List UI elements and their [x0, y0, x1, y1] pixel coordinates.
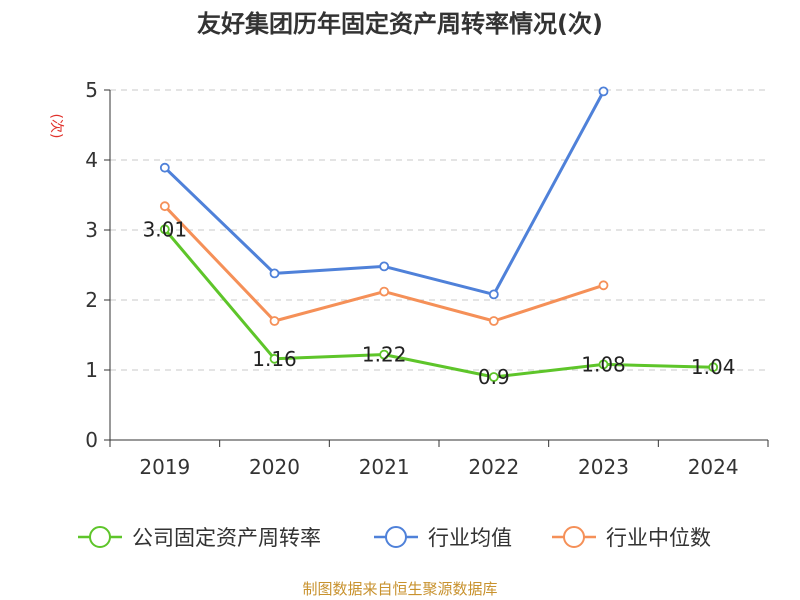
data-point	[159, 224, 170, 235]
chart-title: 友好集团历年固定资产周转率情况(次)	[197, 10, 603, 38]
legend-swatch-marker	[385, 526, 407, 548]
data-point	[488, 316, 499, 326]
series-layer	[159, 86, 719, 382]
data-label: 1.22	[362, 343, 407, 367]
legend-swatch-marker	[563, 526, 585, 548]
legend-label: 行业均值	[428, 526, 512, 550]
x-tick-label: 2024	[688, 455, 739, 479]
x-tick-label: 2022	[468, 455, 519, 479]
legend: 公司固定资产周转率 行业均值 行业中位数	[78, 526, 711, 550]
data-label: 0.9	[478, 365, 510, 389]
y-axis-label: (次)	[48, 114, 64, 139]
legend-item: 行业均值	[374, 526, 512, 550]
data-point	[488, 289, 499, 300]
data-point	[488, 372, 499, 382]
y-tick-label: 3	[85, 218, 98, 242]
data-point	[598, 280, 609, 291]
x-tick-label: 2023	[578, 455, 629, 479]
data-point	[159, 162, 170, 173]
legend-item: 行业中位数	[552, 526, 711, 550]
data-point	[379, 286, 390, 297]
y-tick-label: 0	[85, 428, 98, 452]
data-label: 1.16	[252, 347, 297, 371]
data-point	[598, 359, 609, 370]
data-point	[379, 261, 390, 272]
y-tick-label: 2	[85, 288, 98, 312]
grid-lines	[110, 89, 768, 371]
data-point	[598, 86, 609, 97]
legend-label: 行业中位数	[606, 526, 711, 550]
data-label: 1.04	[691, 355, 736, 379]
data-point	[269, 268, 280, 279]
data-point	[159, 201, 170, 212]
x-tick-label: 2021	[359, 455, 410, 479]
data-label: 1.08	[581, 352, 626, 376]
x-tick-label: 2020	[249, 455, 300, 479]
legend-item: 公司固定资产周转率	[78, 526, 321, 550]
y-tick-label: 4	[85, 148, 98, 172]
y-tick-label: 5	[85, 78, 98, 102]
legend-label: 公司固定资产周转率	[132, 526, 321, 550]
data-point	[708, 362, 719, 373]
tick-labels: 0 1 2 3 4 5 2019 2020 2021 2022 2023 2024	[85, 78, 738, 479]
x-tick-label: 2019	[139, 455, 190, 479]
data-point	[269, 353, 280, 364]
legend-swatch-marker	[89, 526, 111, 548]
data-point	[269, 316, 280, 326]
data-point	[379, 349, 390, 360]
y-tick-label: 1	[85, 358, 98, 382]
data-label: 3.01	[143, 217, 188, 241]
data-labels: 3.01 1.16 1.22 0.9 1.08 1.04	[143, 217, 736, 389]
series-line	[163, 228, 714, 379]
axes	[104, 89, 769, 447]
source-note: 制图数据来自恒生聚源数据库	[302, 580, 497, 598]
